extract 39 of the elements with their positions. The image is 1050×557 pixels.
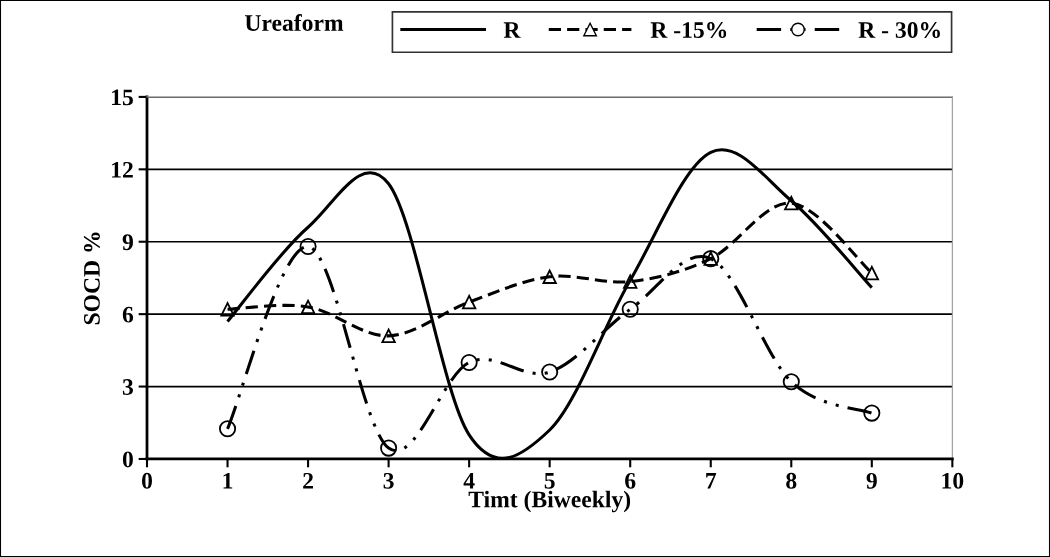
point: [220, 302, 235, 317]
point: [380, 439, 398, 457]
point: [300, 299, 316, 315]
point: [299, 238, 317, 256]
y-tick-label: 6: [122, 306, 134, 323]
y-tick-label: 3: [122, 379, 133, 395]
y-tick-label: 0: [122, 451, 133, 468]
point: [864, 265, 879, 281]
legend-label: R: [503, 22, 521, 38]
x-tick-label: 10: [942, 472, 964, 489]
point: [218, 420, 237, 438]
y-tick-label: 12: [112, 161, 133, 178]
x-tick-label: 1: [223, 472, 233, 489]
point: [541, 363, 559, 381]
y-tick-label: 15: [112, 89, 133, 106]
x-tick-label: 9: [866, 472, 877, 489]
legend-label: R - 30%: [858, 22, 940, 39]
point: [784, 195, 799, 211]
legend-label: R -15%: [650, 22, 727, 39]
point: [623, 274, 638, 289]
x-tick-label: 0: [142, 472, 152, 489]
point: [461, 294, 477, 310]
x-tick-label: 2: [303, 472, 313, 489]
chart-title: Ureaform: [244, 14, 344, 31]
x-tick-label: 4: [463, 473, 475, 489]
x-tick-label: 6: [625, 472, 636, 489]
y-axis-title: SOCD %: [83, 232, 100, 325]
y-tick-label: 9: [122, 234, 133, 251]
point: [381, 328, 396, 344]
x-tick-label: 8: [786, 472, 797, 489]
x-tick-label: 3: [383, 472, 394, 489]
point: [782, 373, 800, 391]
point: [542, 269, 557, 284]
point: [621, 300, 639, 318]
point: [863, 404, 881, 422]
x-tick-label: 5: [544, 473, 555, 489]
x-tick-label: 7: [706, 473, 717, 489]
point: [460, 353, 478, 371]
x-axis-title: Timt (Biweekly): [468, 490, 631, 513]
